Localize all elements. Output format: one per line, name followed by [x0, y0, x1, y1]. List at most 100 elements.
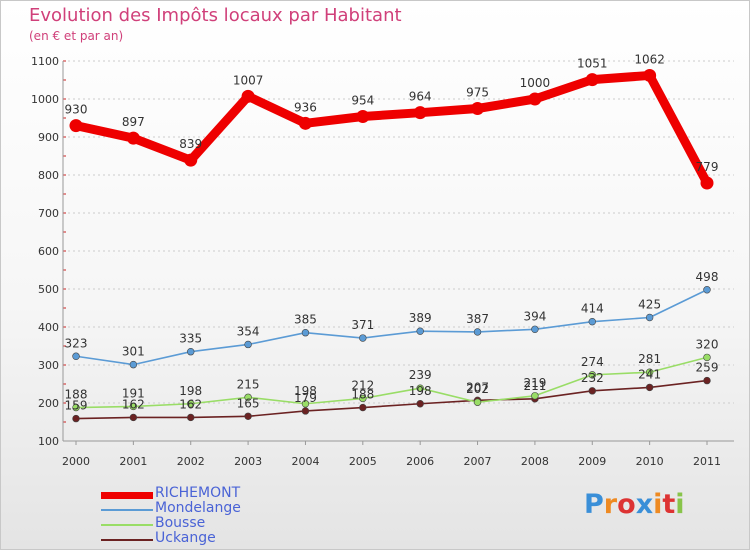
data-label: 198	[294, 384, 317, 398]
data-point	[126, 131, 140, 145]
data-label: 414	[581, 302, 604, 316]
x-tick-label: 2002	[177, 455, 205, 468]
data-label: 162	[179, 397, 202, 411]
data-label: 259	[696, 361, 719, 375]
data-label: 159	[65, 399, 88, 413]
data-point	[244, 412, 252, 420]
legend-swatch-bousse	[101, 524, 153, 526]
data-point	[703, 376, 711, 385]
data-label: 498	[696, 270, 719, 284]
data-label: 1007	[233, 73, 264, 87]
data-point	[645, 368, 654, 376]
data-label: 371	[351, 318, 374, 332]
data-point	[187, 348, 195, 356]
data-point	[72, 403, 80, 412]
x-tick-label: 2011	[693, 455, 721, 468]
y-tick-label: 600	[38, 245, 59, 258]
data-label: 839	[179, 137, 202, 151]
data-label: 241	[638, 367, 661, 381]
chart-subtitle: (en € et par an)	[29, 29, 124, 43]
data-point	[585, 73, 599, 87]
data-label: 239	[409, 368, 432, 382]
data-point	[356, 109, 370, 123]
legend-swatch-uckange	[101, 539, 153, 541]
data-point	[241, 89, 255, 103]
data-label: 191	[122, 386, 145, 400]
data-label: 320	[696, 337, 719, 351]
data-point	[416, 327, 424, 335]
data-label: 975	[466, 86, 489, 100]
data-point	[645, 383, 654, 392]
data-label: 425	[638, 298, 661, 312]
data-point	[187, 400, 195, 408]
data-point	[359, 394, 367, 403]
data-label: 188	[351, 388, 374, 402]
data-point	[69, 119, 83, 133]
data-label: 779	[696, 160, 719, 174]
data-label: 211	[523, 379, 546, 393]
data-label: 198	[409, 384, 432, 398]
data-point	[244, 340, 252, 349]
data-point	[72, 352, 80, 360]
data-point	[645, 313, 654, 322]
logo-letter: t	[662, 489, 676, 520]
data-point	[129, 402, 138, 411]
x-tick-label: 2007	[464, 455, 492, 468]
data-label: 387	[466, 312, 489, 326]
data-label: 335	[179, 332, 202, 346]
data-label: 215	[237, 377, 260, 391]
data-label: 389	[409, 311, 432, 325]
legend-label-mondelange: Mondelange	[155, 500, 241, 516]
logo-letter: P	[584, 489, 604, 520]
data-point	[473, 328, 482, 336]
x-tick-label: 2005	[349, 455, 377, 468]
legend-label-richemont: RICHEMONT	[155, 485, 241, 501]
logo-letter: x	[635, 489, 654, 520]
series-line-richemont	[71, 70, 712, 188]
data-label: 1051	[577, 57, 608, 71]
y-tick-label: 1100	[31, 55, 59, 68]
x-tick-label: 2000	[62, 455, 90, 468]
data-point	[531, 392, 539, 400]
chart-title: Evolution des Impôts locaux par Habitant	[29, 5, 402, 26]
data-label: 394	[523, 309, 546, 323]
data-point	[416, 384, 424, 392]
y-tick-label: 800	[38, 169, 59, 182]
data-point	[588, 371, 596, 379]
x-tick-label: 2006	[406, 455, 434, 468]
data-point	[184, 153, 198, 167]
data-point	[72, 414, 80, 423]
data-point	[700, 176, 714, 190]
x-tick-label: 2003	[234, 455, 262, 468]
data-point	[473, 398, 482, 406]
data-label: 930	[65, 103, 88, 117]
y-tick-label: 900	[38, 131, 59, 144]
data-point	[703, 286, 711, 294]
data-label: 207	[466, 380, 489, 394]
legend-label-bousse: Bousse	[155, 515, 206, 531]
y-tick-label: 100	[38, 435, 59, 448]
x-tick-label: 2008	[521, 455, 549, 468]
legend-item-mondelange: Mondelange	[101, 500, 361, 517]
data-label: 964	[409, 90, 432, 104]
y-tick-label: 1000	[31, 93, 59, 106]
data-point	[129, 360, 138, 369]
series-line-bousse	[75, 356, 708, 409]
data-label: 301	[122, 345, 145, 359]
legend-item-bousse: Bousse	[101, 515, 361, 532]
logo-letter: o	[617, 489, 636, 520]
logo-letter: i	[653, 489, 663, 520]
data-label: 165	[237, 396, 260, 410]
data-point	[301, 329, 310, 337]
legend-item-uckange: Uckange	[101, 530, 361, 547]
x-tick-label: 2009	[578, 455, 606, 468]
data-point	[413, 106, 427, 120]
y-tick-label: 400	[38, 321, 59, 334]
data-point	[416, 400, 424, 408]
data-point	[187, 413, 195, 422]
data-label: 162	[122, 397, 145, 411]
data-label: 1000	[520, 76, 551, 90]
data-point	[298, 116, 312, 130]
data-point	[129, 413, 138, 422]
data-label: 212	[351, 378, 374, 392]
